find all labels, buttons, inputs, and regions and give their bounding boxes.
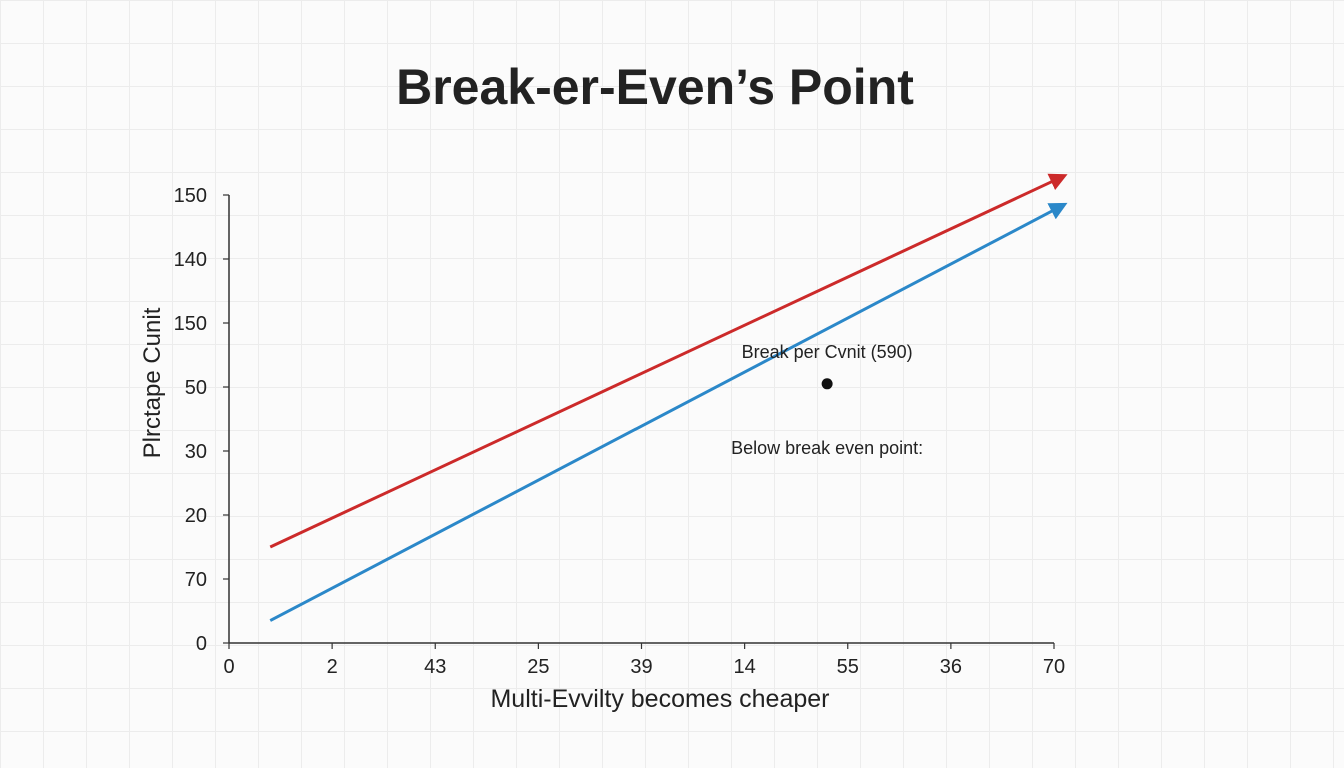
annotation-label: Below break even point:: [731, 438, 923, 458]
series-group: [269, 173, 1068, 622]
y-axis-label: Plrctape Cunit: [139, 307, 166, 458]
blue-series-line: [269, 202, 1068, 622]
x-tick-label: 43: [424, 656, 446, 678]
red-series-line: [269, 173, 1068, 549]
annotation-label: Break per Cvnit (590): [742, 342, 913, 362]
break-even-point: [821, 378, 833, 390]
y-tick-label: 30: [185, 441, 207, 463]
y-tick-label: 150: [174, 313, 207, 335]
x-tick-label: 2: [327, 656, 338, 678]
x-tick-labels: 0 2 43 25 39 14 55 36 70: [223, 643, 1065, 678]
x-tick-label: 0: [223, 656, 234, 678]
annotations-group: Break per Cvnit (590) Below break even po…: [731, 342, 923, 458]
y-tick-label: 150: [174, 185, 207, 207]
x-axis-label: Multi-Evvilty becomes cheaper: [490, 685, 829, 713]
chart-title: Break-er-Even’s Point: [396, 59, 914, 115]
y-tick-label: 70: [185, 569, 207, 591]
x-tick-label: 36: [940, 656, 962, 678]
x-tick-label: 39: [630, 656, 652, 678]
y-tick-labels: 0 70 20 30 50 150 140 150: [174, 185, 229, 655]
x-tick-label: 70: [1043, 656, 1065, 678]
x-tick-label: 25: [527, 656, 549, 678]
y-tick-label: 20: [185, 505, 207, 527]
y-tick-label: 0: [196, 633, 207, 655]
y-tick-label: 50: [185, 377, 207, 399]
y-tick-label: 140: [174, 249, 207, 271]
points-group: [821, 378, 833, 390]
x-tick-label: 55: [837, 656, 859, 678]
x-tick-label: 14: [734, 656, 756, 678]
